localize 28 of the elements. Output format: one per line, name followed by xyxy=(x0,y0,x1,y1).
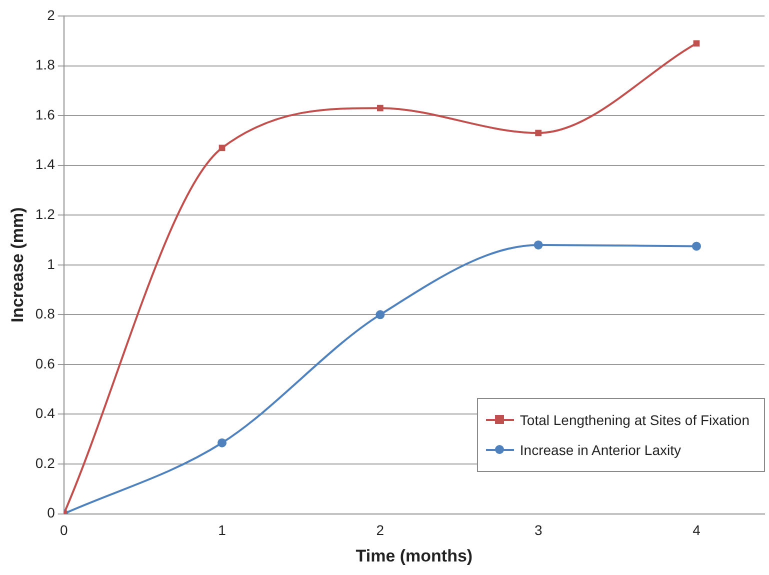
y-tick-label: 1.2 xyxy=(35,206,56,222)
legend-label: Increase in Anterior Laxity xyxy=(520,442,681,458)
x-axis-title: Time (months) xyxy=(356,546,473,566)
point xyxy=(535,130,542,136)
point xyxy=(376,310,385,320)
x-tick-label: 4 xyxy=(692,522,701,538)
point xyxy=(534,240,543,250)
point xyxy=(218,144,226,152)
y-tick-label: 0 xyxy=(47,504,56,521)
y-tick-label: 1.4 xyxy=(35,156,56,172)
y-tick-label: 0.6 xyxy=(35,355,56,372)
x-tick-label: 3 xyxy=(534,522,542,538)
y-tick-label: 1.8 xyxy=(35,56,56,73)
x-tick-label: 2 xyxy=(376,522,384,538)
y-tick-label: 0.8 xyxy=(35,306,56,322)
point xyxy=(692,242,701,251)
point xyxy=(376,104,384,112)
x-tick-label: 0 xyxy=(60,522,68,538)
y-tick-label: 1.6 xyxy=(35,106,56,122)
y-tick-label: 0.4 xyxy=(35,405,56,422)
x-tick-label: 1 xyxy=(218,522,226,538)
y-tick-label: 2 xyxy=(47,6,56,23)
point xyxy=(218,438,227,448)
y-axis-title: Increase (mm) xyxy=(8,207,27,323)
y-tick-label: 0.2 xyxy=(35,454,56,471)
point xyxy=(693,40,700,47)
legend-label: Total Lengthening at Sites of Fixation xyxy=(520,412,750,428)
y-tick-label: 1 xyxy=(47,256,56,272)
